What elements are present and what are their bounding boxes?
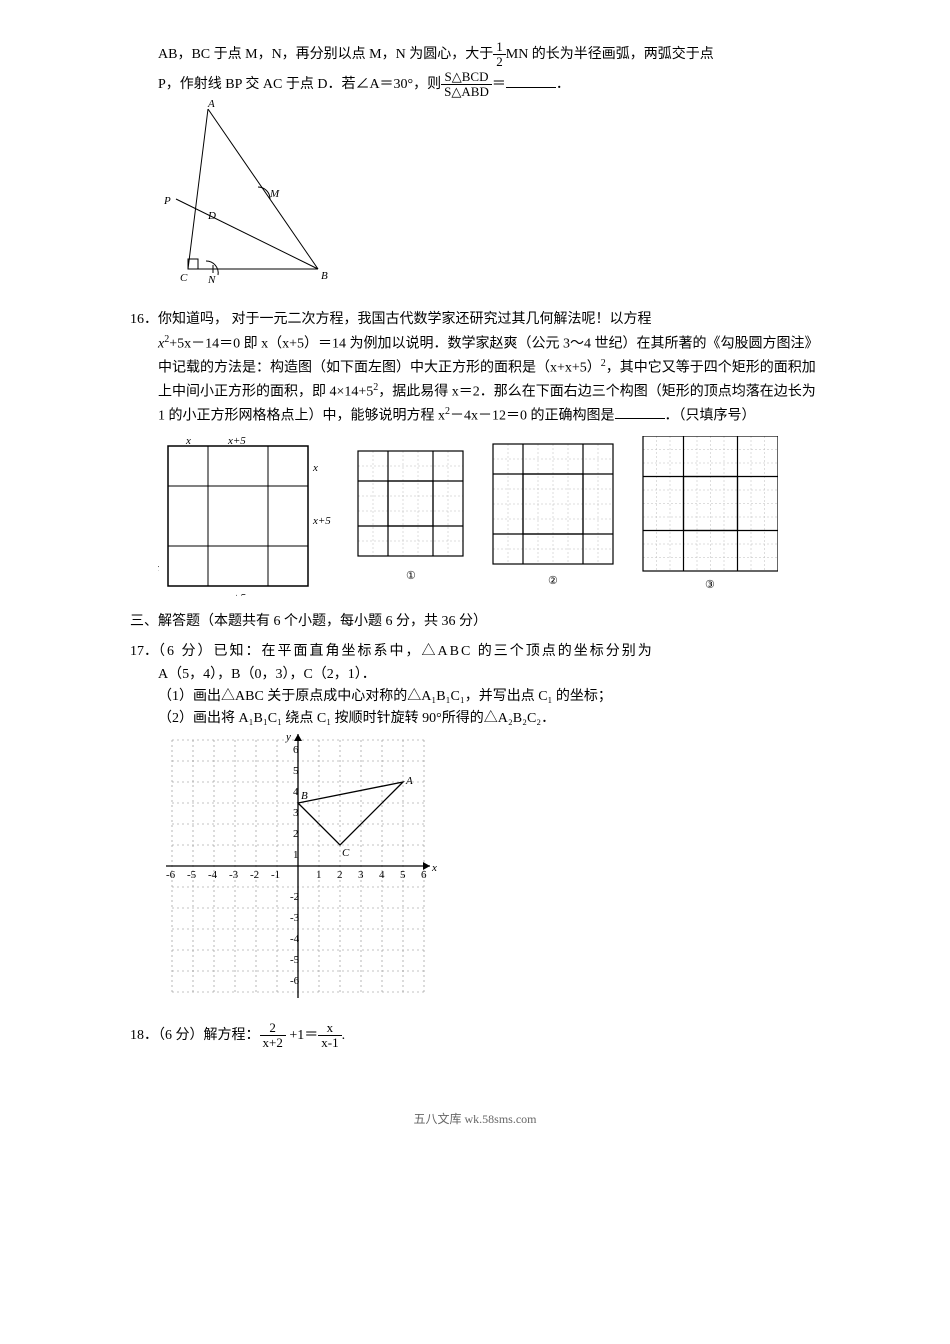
svg-text:-2: -2: [290, 891, 299, 903]
q18-frac2: xx-1: [318, 1021, 341, 1051]
q18-frac1: 2x+2: [260, 1021, 286, 1051]
svg-text:2: 2: [293, 828, 299, 840]
svg-text:4: 4: [293, 786, 299, 798]
q15-eq: ＝: [492, 77, 506, 92]
svg-text:A: A: [405, 775, 413, 787]
svg-text:x: x: [277, 592, 283, 596]
svg-text:2: 2: [337, 869, 343, 881]
q15-line2-prefix: P，作射线 BP 交 AC 于点 D．若∠A＝30°，则: [158, 77, 441, 92]
question-15: AB，BC 于点 M，N，再分别以点 M，N 为圆心，大于12MN 的长为半径画…: [130, 40, 820, 294]
q15-frac1: 12: [493, 40, 506, 70]
svg-text:x: x: [431, 862, 437, 874]
triangle-diagram: A B C D P M N: [158, 99, 348, 294]
question-18: 18．（6 分）解方程：2x+2 +1＝xx-1.: [130, 1021, 820, 1051]
svg-text:M: M: [269, 188, 280, 200]
svg-text:B: B: [301, 790, 308, 802]
svg-text:-5: -5: [290, 954, 300, 966]
svg-text:5: 5: [293, 765, 299, 777]
svg-text:4: 4: [379, 869, 385, 881]
svg-text:3: 3: [358, 869, 364, 881]
svg-text:x+5: x+5: [312, 515, 331, 527]
page-footer: 五八文库 wk.58sms.com: [130, 1110, 820, 1129]
q17-num: 17．: [130, 644, 158, 659]
svg-text:-1: -1: [271, 869, 280, 881]
q15-blank: [506, 73, 556, 88]
q17-sub2: （2）画出将 A₁B₁C₁ 绕点 C₁ 按顺时针旋转 90°所得的△A₂B₂C₂…: [130, 708, 820, 730]
svg-text:-4: -4: [208, 869, 218, 881]
q15-text: AB，BC 于点 M，N，再分别以点 M，N 为圆心，大于12MN 的长为半径画…: [130, 40, 820, 99]
q16-text: 16．你知道吗， 对于一元二次方程，我国古代数学家还研究过其几何解法呢！以方程: [130, 309, 820, 331]
svg-text:x+5: x+5: [227, 592, 246, 596]
svg-text:1: 1: [293, 849, 299, 861]
svg-text:③: ③: [705, 579, 715, 591]
svg-text:x+5: x+5: [227, 436, 246, 447]
svg-text:B: B: [321, 270, 328, 282]
coordinate-grid: x y 654321 -2-3-4-5-6 123456 -1-2-3-4-5-…: [158, 731, 438, 1001]
svg-text:N: N: [207, 274, 216, 286]
svg-text:C: C: [180, 272, 188, 284]
q17-t1: （6 分）已知：在平面直角坐标系中，△ABC 的三个顶点的坐标分别为: [158, 644, 654, 659]
q15-diagram: A B C D P M N: [130, 99, 820, 294]
q16-body: x2+5x－14＝0 即 x（x+5）＝14 为例加以说明．数学家赵爽（公元 3…: [130, 332, 820, 428]
svg-text:①: ①: [406, 570, 416, 582]
svg-text:-4: -4: [290, 933, 300, 945]
q16-diagrams: x x+5 x x+5 x x+5 x x+5: [130, 436, 820, 596]
svg-text:1: 1: [316, 869, 322, 881]
svg-text:6: 6: [421, 869, 427, 881]
svg-text:C: C: [342, 847, 350, 859]
q18-prefix: （6 分）解方程：: [158, 1028, 260, 1043]
svg-text:-6: -6: [290, 975, 300, 987]
q17-grid: x y 654321 -2-3-4-5-6 123456 -1-2-3-4-5-…: [130, 731, 820, 1001]
svg-text:A: A: [207, 99, 215, 110]
svg-text:-6: -6: [166, 869, 176, 881]
q18-suffix: .: [342, 1028, 346, 1043]
q16-num: 16．: [130, 312, 158, 327]
q17-sub1: （1）画出△ABC 关于原点成中心对称的△A₁B₁C₁，并写出点 C₁ 的坐标；: [130, 686, 820, 708]
question-16: 16．你知道吗， 对于一元二次方程，我国古代数学家还研究过其几何解法呢！以方程 …: [130, 309, 820, 596]
q17-line2: A（5，4），B（0，3），C（2，1）．: [130, 664, 820, 686]
q15-frac2: S△BCDS△ABD: [441, 70, 492, 100]
section-3-title: 三、解答题（本题共有 6 个小题，每小题 6 分，共 36 分）: [130, 611, 820, 633]
q15-line2-suffix: ．: [556, 77, 570, 92]
svg-text:x: x: [158, 562, 159, 574]
svg-text:D: D: [207, 210, 216, 222]
svg-text:y: y: [285, 731, 291, 743]
svg-text:-5: -5: [187, 869, 197, 881]
question-17: 17．（6 分）已知：在平面直角坐标系中，△ABC 的三个顶点的坐标分别为 A（…: [130, 641, 820, 1001]
q18-mid: +1＝: [286, 1028, 318, 1043]
svg-text:5: 5: [400, 869, 406, 881]
q16-t2e: －4x－12＝0 的正确构图是: [450, 408, 615, 423]
svg-text:-3: -3: [290, 912, 300, 924]
svg-text:6: 6: [293, 744, 299, 756]
svg-text:x: x: [312, 462, 318, 474]
q15-line1-suffix: MN 的长为半径画弧，两弧交于点: [506, 47, 714, 62]
svg-text:-2: -2: [250, 869, 259, 881]
svg-text:P: P: [163, 195, 171, 207]
svg-text:②: ②: [548, 575, 558, 587]
svg-text:-3: -3: [229, 869, 239, 881]
q18-num: 18．: [130, 1028, 158, 1043]
svg-text:3: 3: [293, 807, 299, 819]
q16-svg: x x+5 x x+5 x x+5 x x+5: [158, 436, 778, 596]
q16-t1: 你知道吗， 对于一元二次方程，我国古代数学家还研究过其几何解法呢！以方程: [158, 312, 652, 327]
q17-line1: 17．（6 分）已知：在平面直角坐标系中，△ABC 的三个顶点的坐标分别为: [130, 641, 820, 663]
svg-text:x: x: [185, 436, 191, 447]
q16-blank: [615, 404, 665, 419]
q15-line1-prefix: AB，BC 于点 M，N，再分别以点 M，N 为圆心，大于: [158, 47, 493, 62]
q16-t2f: ．（只填序号）: [665, 408, 756, 423]
